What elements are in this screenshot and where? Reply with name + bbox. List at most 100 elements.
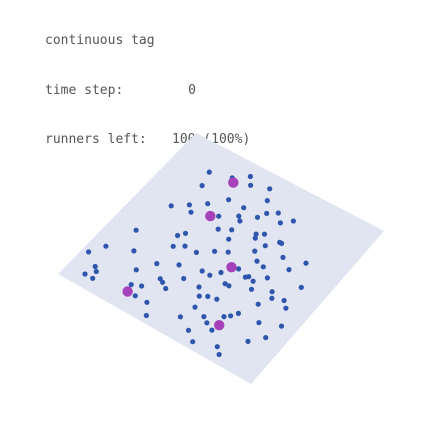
runner-dot	[248, 182, 254, 188]
runner-dot	[93, 268, 99, 275]
runner-dot	[256, 320, 262, 326]
runner-dot	[212, 248, 218, 254]
runner-dot	[143, 312, 149, 319]
runner-dot	[139, 283, 145, 289]
runner-dot	[170, 243, 176, 249]
runner-dot	[248, 286, 255, 292]
runner-dot	[214, 296, 220, 302]
runner-dot	[154, 261, 160, 267]
runner-dot	[209, 327, 215, 333]
runner-dot	[196, 284, 202, 290]
runner-dot	[228, 313, 234, 319]
runner-dot	[260, 264, 266, 270]
runner-dot	[247, 173, 253, 180]
runner-dot	[277, 220, 283, 226]
runners-left-label: runners left:	[45, 132, 147, 147]
runner-dot	[196, 293, 202, 299]
runner-dot	[205, 201, 211, 207]
runner-dot	[207, 272, 213, 278]
time-step-row: time step: 0	[45, 83, 250, 100]
runner-dot	[264, 198, 270, 204]
runner-dot	[252, 235, 258, 241]
runner-dot	[168, 203, 174, 209]
runner-dot	[250, 278, 256, 284]
arena-board	[58, 133, 384, 384]
runner-dot	[254, 214, 261, 220]
runner-dot	[252, 248, 258, 254]
runner-dot	[215, 226, 221, 232]
runner-dot	[216, 351, 222, 358]
runner-dot	[214, 344, 220, 350]
runner-dot	[190, 339, 196, 345]
tagger-dot	[226, 262, 237, 273]
runner-dot	[92, 263, 98, 270]
runner-dot	[133, 227, 139, 233]
runner-dot	[269, 289, 275, 295]
runner-dot	[241, 205, 247, 211]
runner-dot	[269, 295, 275, 301]
runner-dot	[103, 243, 109, 249]
runner-dot	[204, 320, 210, 326]
runner-dot	[226, 197, 232, 203]
runner-dot	[262, 243, 268, 249]
runner-dot	[132, 293, 138, 299]
runner-dot	[279, 240, 285, 246]
runner-dot	[176, 262, 182, 268]
runner-dot	[236, 266, 242, 272]
runner-dot	[216, 213, 222, 219]
tagger-dot	[214, 320, 225, 331]
runner-dot	[188, 209, 194, 215]
runner-dot	[253, 231, 259, 237]
runner-dot	[133, 267, 139, 273]
runner-dot	[278, 323, 285, 329]
runner-dot	[283, 305, 289, 311]
runner-dot	[193, 249, 199, 255]
runner-dot	[221, 314, 227, 320]
runner-dot	[263, 335, 269, 341]
runner-dot	[246, 274, 252, 280]
runner-dot	[86, 249, 92, 255]
runner-dot	[199, 183, 205, 189]
runner-dot	[226, 283, 232, 289]
runner-dot	[206, 169, 212, 175]
runner-dot	[131, 248, 137, 254]
runner-dot	[192, 304, 198, 310]
runner-dot	[264, 275, 270, 281]
runner-dot	[229, 227, 235, 233]
runner-dot	[254, 258, 260, 264]
runner-dot	[201, 314, 207, 320]
runner-dot	[182, 243, 188, 249]
runner-dot	[82, 271, 88, 277]
runner-dot	[235, 310, 241, 316]
runner-dot	[182, 230, 189, 236]
runner-dot	[218, 269, 224, 276]
runner-dot	[181, 275, 187, 282]
runner-dot	[144, 299, 150, 305]
runner-dot	[281, 297, 287, 304]
runner-dot	[236, 213, 242, 219]
tagger-dot	[228, 177, 239, 188]
agents-layer	[82, 169, 309, 358]
runner-dot	[298, 284, 304, 290]
runner-dot	[163, 285, 169, 292]
time-step-value: 0	[188, 82, 196, 98]
runner-dot	[255, 301, 261, 307]
stats-panel: continuous tag time step: 0 runners left:…	[45, 0, 250, 165]
runner-dot	[286, 267, 292, 273]
tagger-dot	[122, 286, 133, 297]
runner-dot	[185, 327, 192, 333]
runner-dot	[175, 232, 181, 239]
runner-dot	[245, 338, 251, 344]
runner-dot	[267, 186, 273, 192]
game-title: continuous tag	[45, 33, 155, 48]
runner-dot	[177, 314, 183, 320]
runner-dot	[226, 236, 232, 242]
runner-dot	[186, 202, 192, 208]
runner-dot	[280, 254, 286, 260]
runner-dot	[90, 275, 96, 281]
runner-dot	[237, 218, 243, 224]
time-step-label: time step:	[45, 82, 124, 98]
runner-dot	[264, 210, 270, 216]
runner-dot	[205, 293, 211, 299]
tagger-dot	[205, 210, 216, 222]
